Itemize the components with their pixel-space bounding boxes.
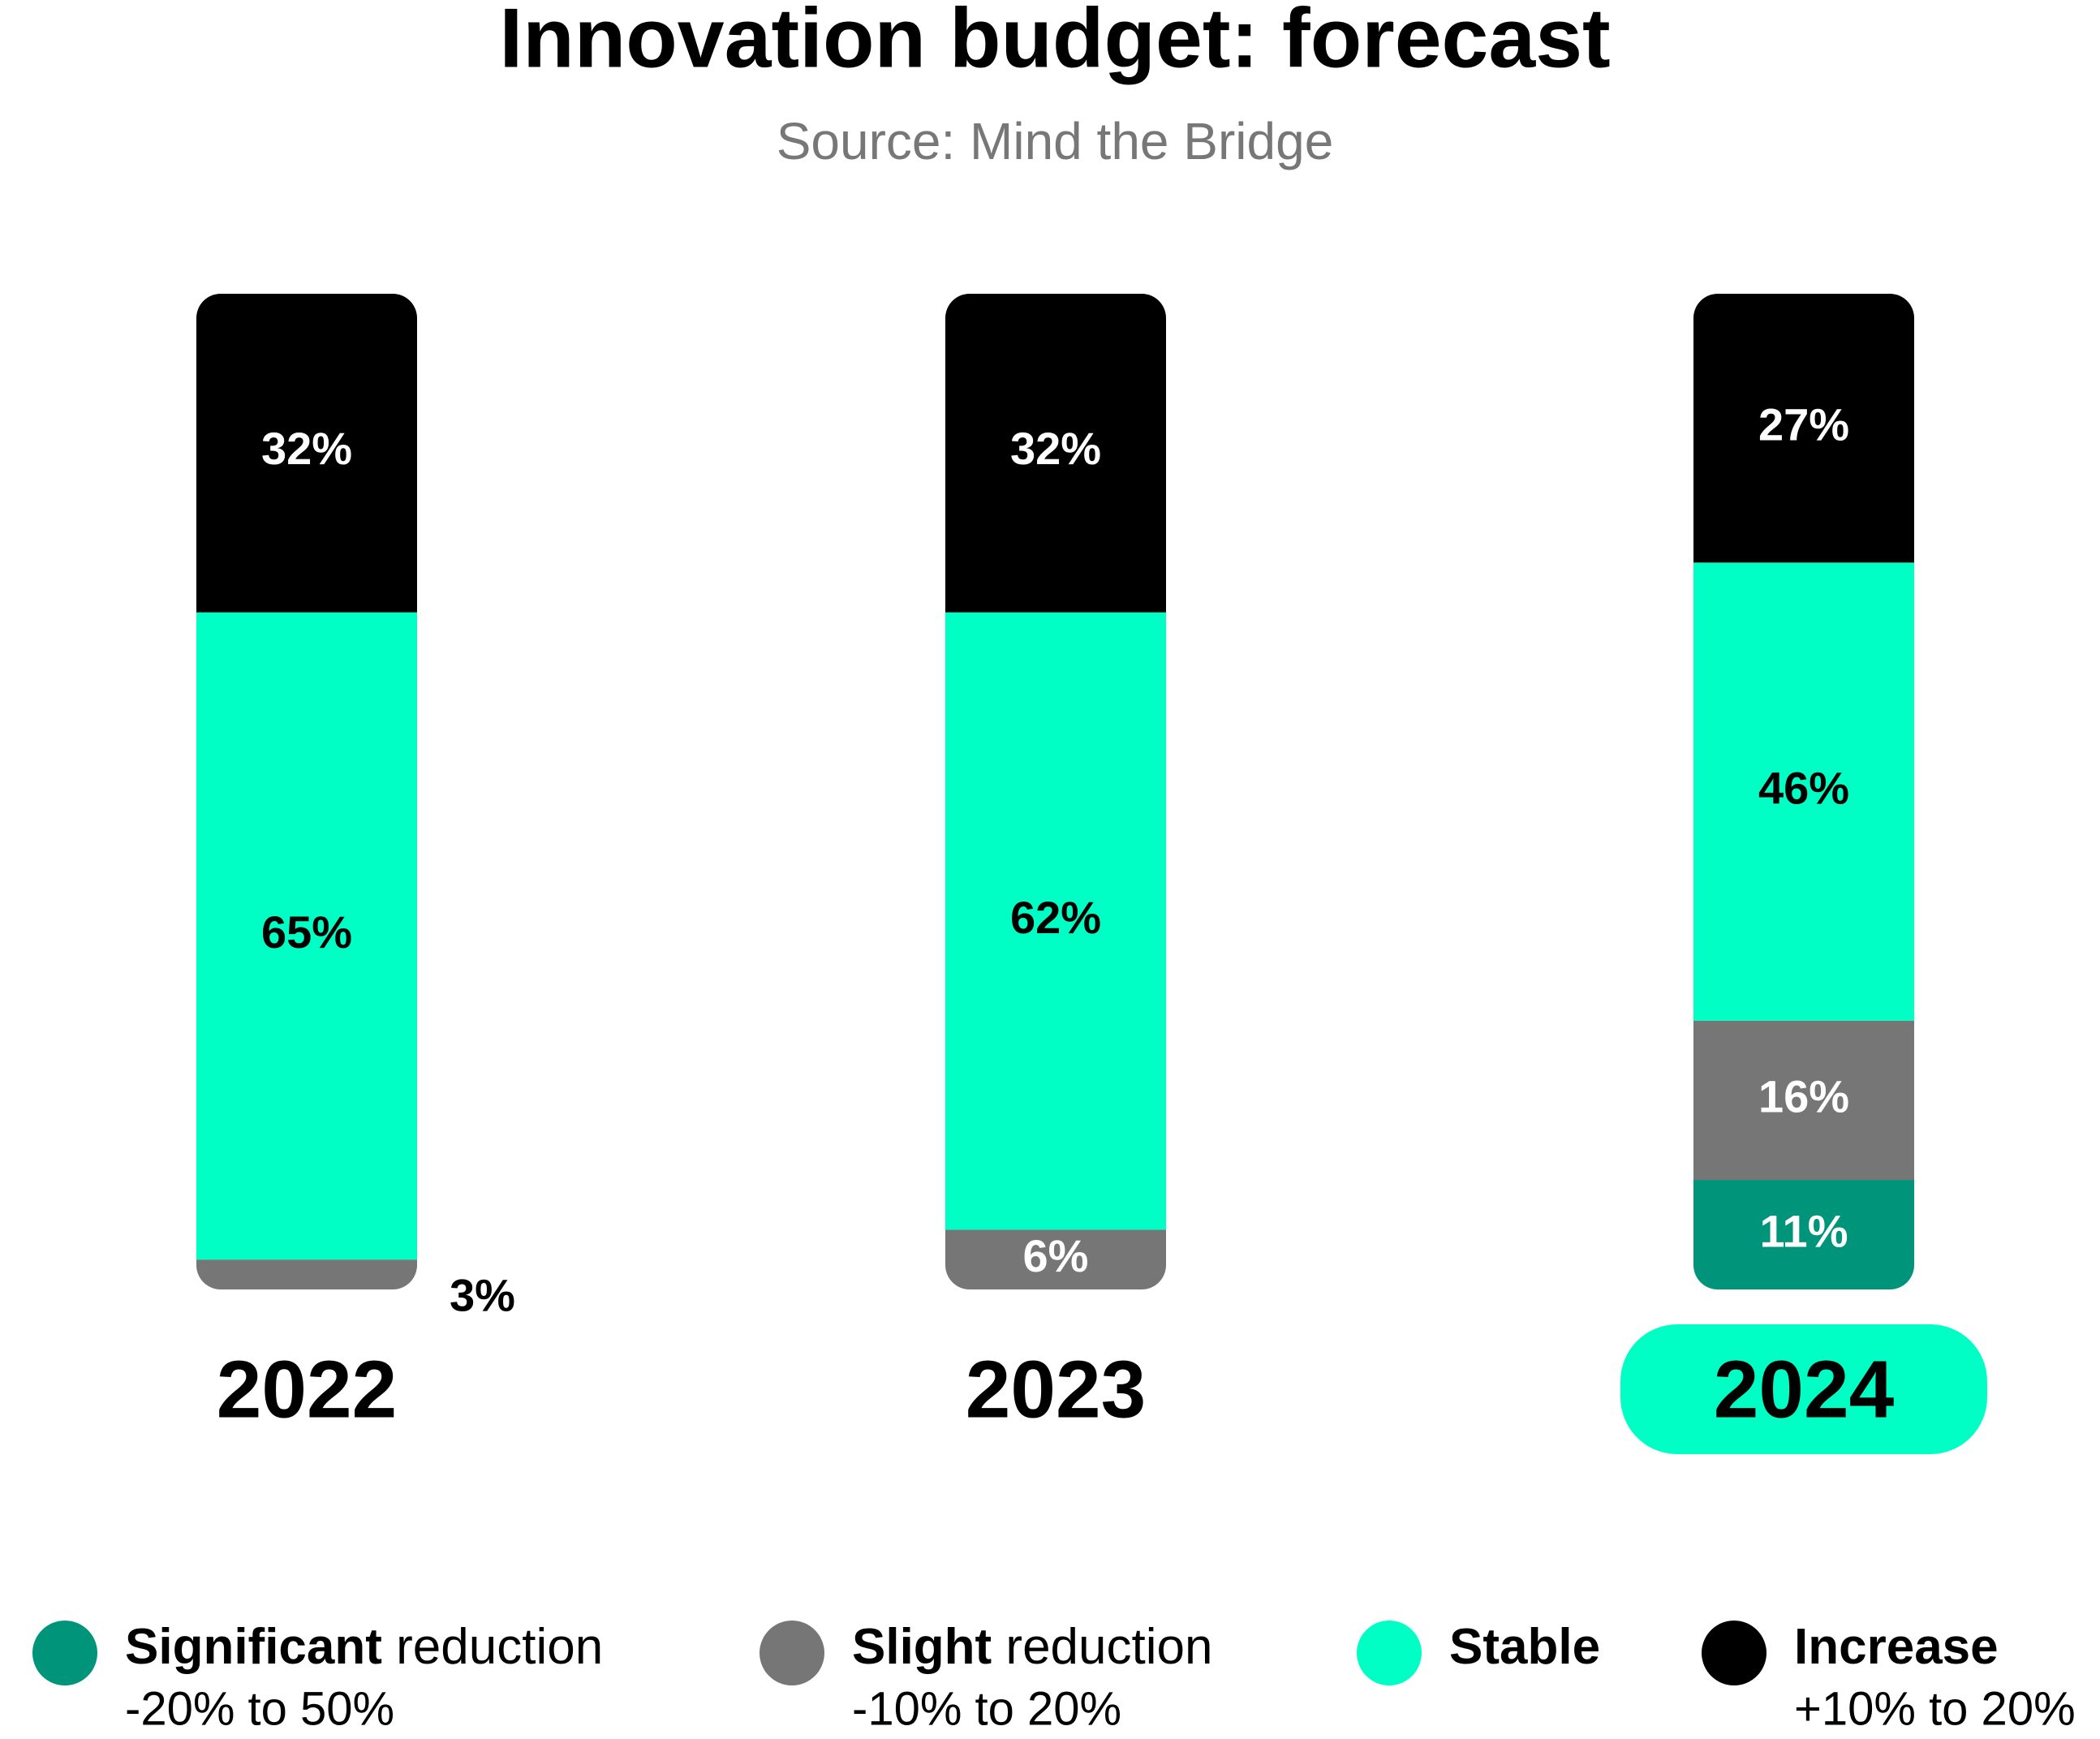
data-label: 62% bbox=[1010, 892, 1101, 943]
data-label: 6% bbox=[1023, 1230, 1089, 1281]
data-label: 65% bbox=[261, 906, 352, 958]
legend-name-rest: reduction bbox=[382, 1619, 603, 1675]
bar-segment bbox=[1693, 1020, 1914, 1181]
chart-title: Innovation budget: forecast bbox=[499, 0, 1610, 85]
bar-segment bbox=[945, 294, 1166, 613]
legend-marker bbox=[760, 1621, 824, 1685]
bar-segment bbox=[945, 1229, 1166, 1289]
x-tick-label: 2022 bbox=[217, 1344, 397, 1435]
legend-name: Significant bbox=[125, 1619, 382, 1675]
bar-segment bbox=[196, 612, 417, 1260]
data-label: 27% bbox=[1758, 398, 1849, 450]
bar-segment bbox=[945, 612, 1166, 1230]
legend-label: Slight reduction bbox=[852, 1619, 1212, 1675]
legend-marker bbox=[1702, 1621, 1766, 1685]
bar-group bbox=[945, 294, 1166, 1289]
data-label: 11% bbox=[1760, 1205, 1848, 1256]
legend-marker bbox=[32, 1621, 97, 1685]
data-label: 32% bbox=[1010, 423, 1101, 474]
x-tick-label: 2024 bbox=[1714, 1344, 1895, 1435]
legend-label: Significant reduction bbox=[125, 1619, 603, 1675]
chart-subtitle: Source: Mind the Bridge bbox=[777, 112, 1334, 170]
x-tick-label: 2023 bbox=[966, 1344, 1146, 1435]
legend-label: Stable bbox=[1449, 1619, 1600, 1675]
legend-name: Stable bbox=[1449, 1619, 1600, 1675]
legend-label: Increase bbox=[1794, 1619, 1999, 1675]
bar-group bbox=[196, 294, 417, 1289]
legend-range: -10% to 20% bbox=[852, 1682, 1121, 1735]
data-label: 3% bbox=[450, 1269, 515, 1320]
bar-segment bbox=[196, 294, 417, 613]
legend-name: Slight bbox=[852, 1619, 992, 1675]
category-highlight bbox=[1620, 1324, 1987, 1454]
data-label: 46% bbox=[1758, 762, 1849, 813]
bar-segment bbox=[1693, 562, 1914, 1021]
legend-range: -20% to 50% bbox=[125, 1682, 394, 1735]
legend-name-rest: reduction bbox=[992, 1619, 1212, 1675]
data-label: 32% bbox=[261, 423, 352, 474]
legend-marker bbox=[1357, 1621, 1422, 1685]
bar-group bbox=[1693, 294, 1914, 1289]
bar-segment bbox=[1693, 1180, 1914, 1289]
bar-segment bbox=[1693, 294, 1914, 563]
data-label: 16% bbox=[1758, 1071, 1849, 1122]
bar-segment bbox=[196, 1259, 417, 1289]
legend-name: Increase bbox=[1794, 1619, 1999, 1675]
legend-range: +10% to 20% bbox=[1794, 1682, 2076, 1735]
